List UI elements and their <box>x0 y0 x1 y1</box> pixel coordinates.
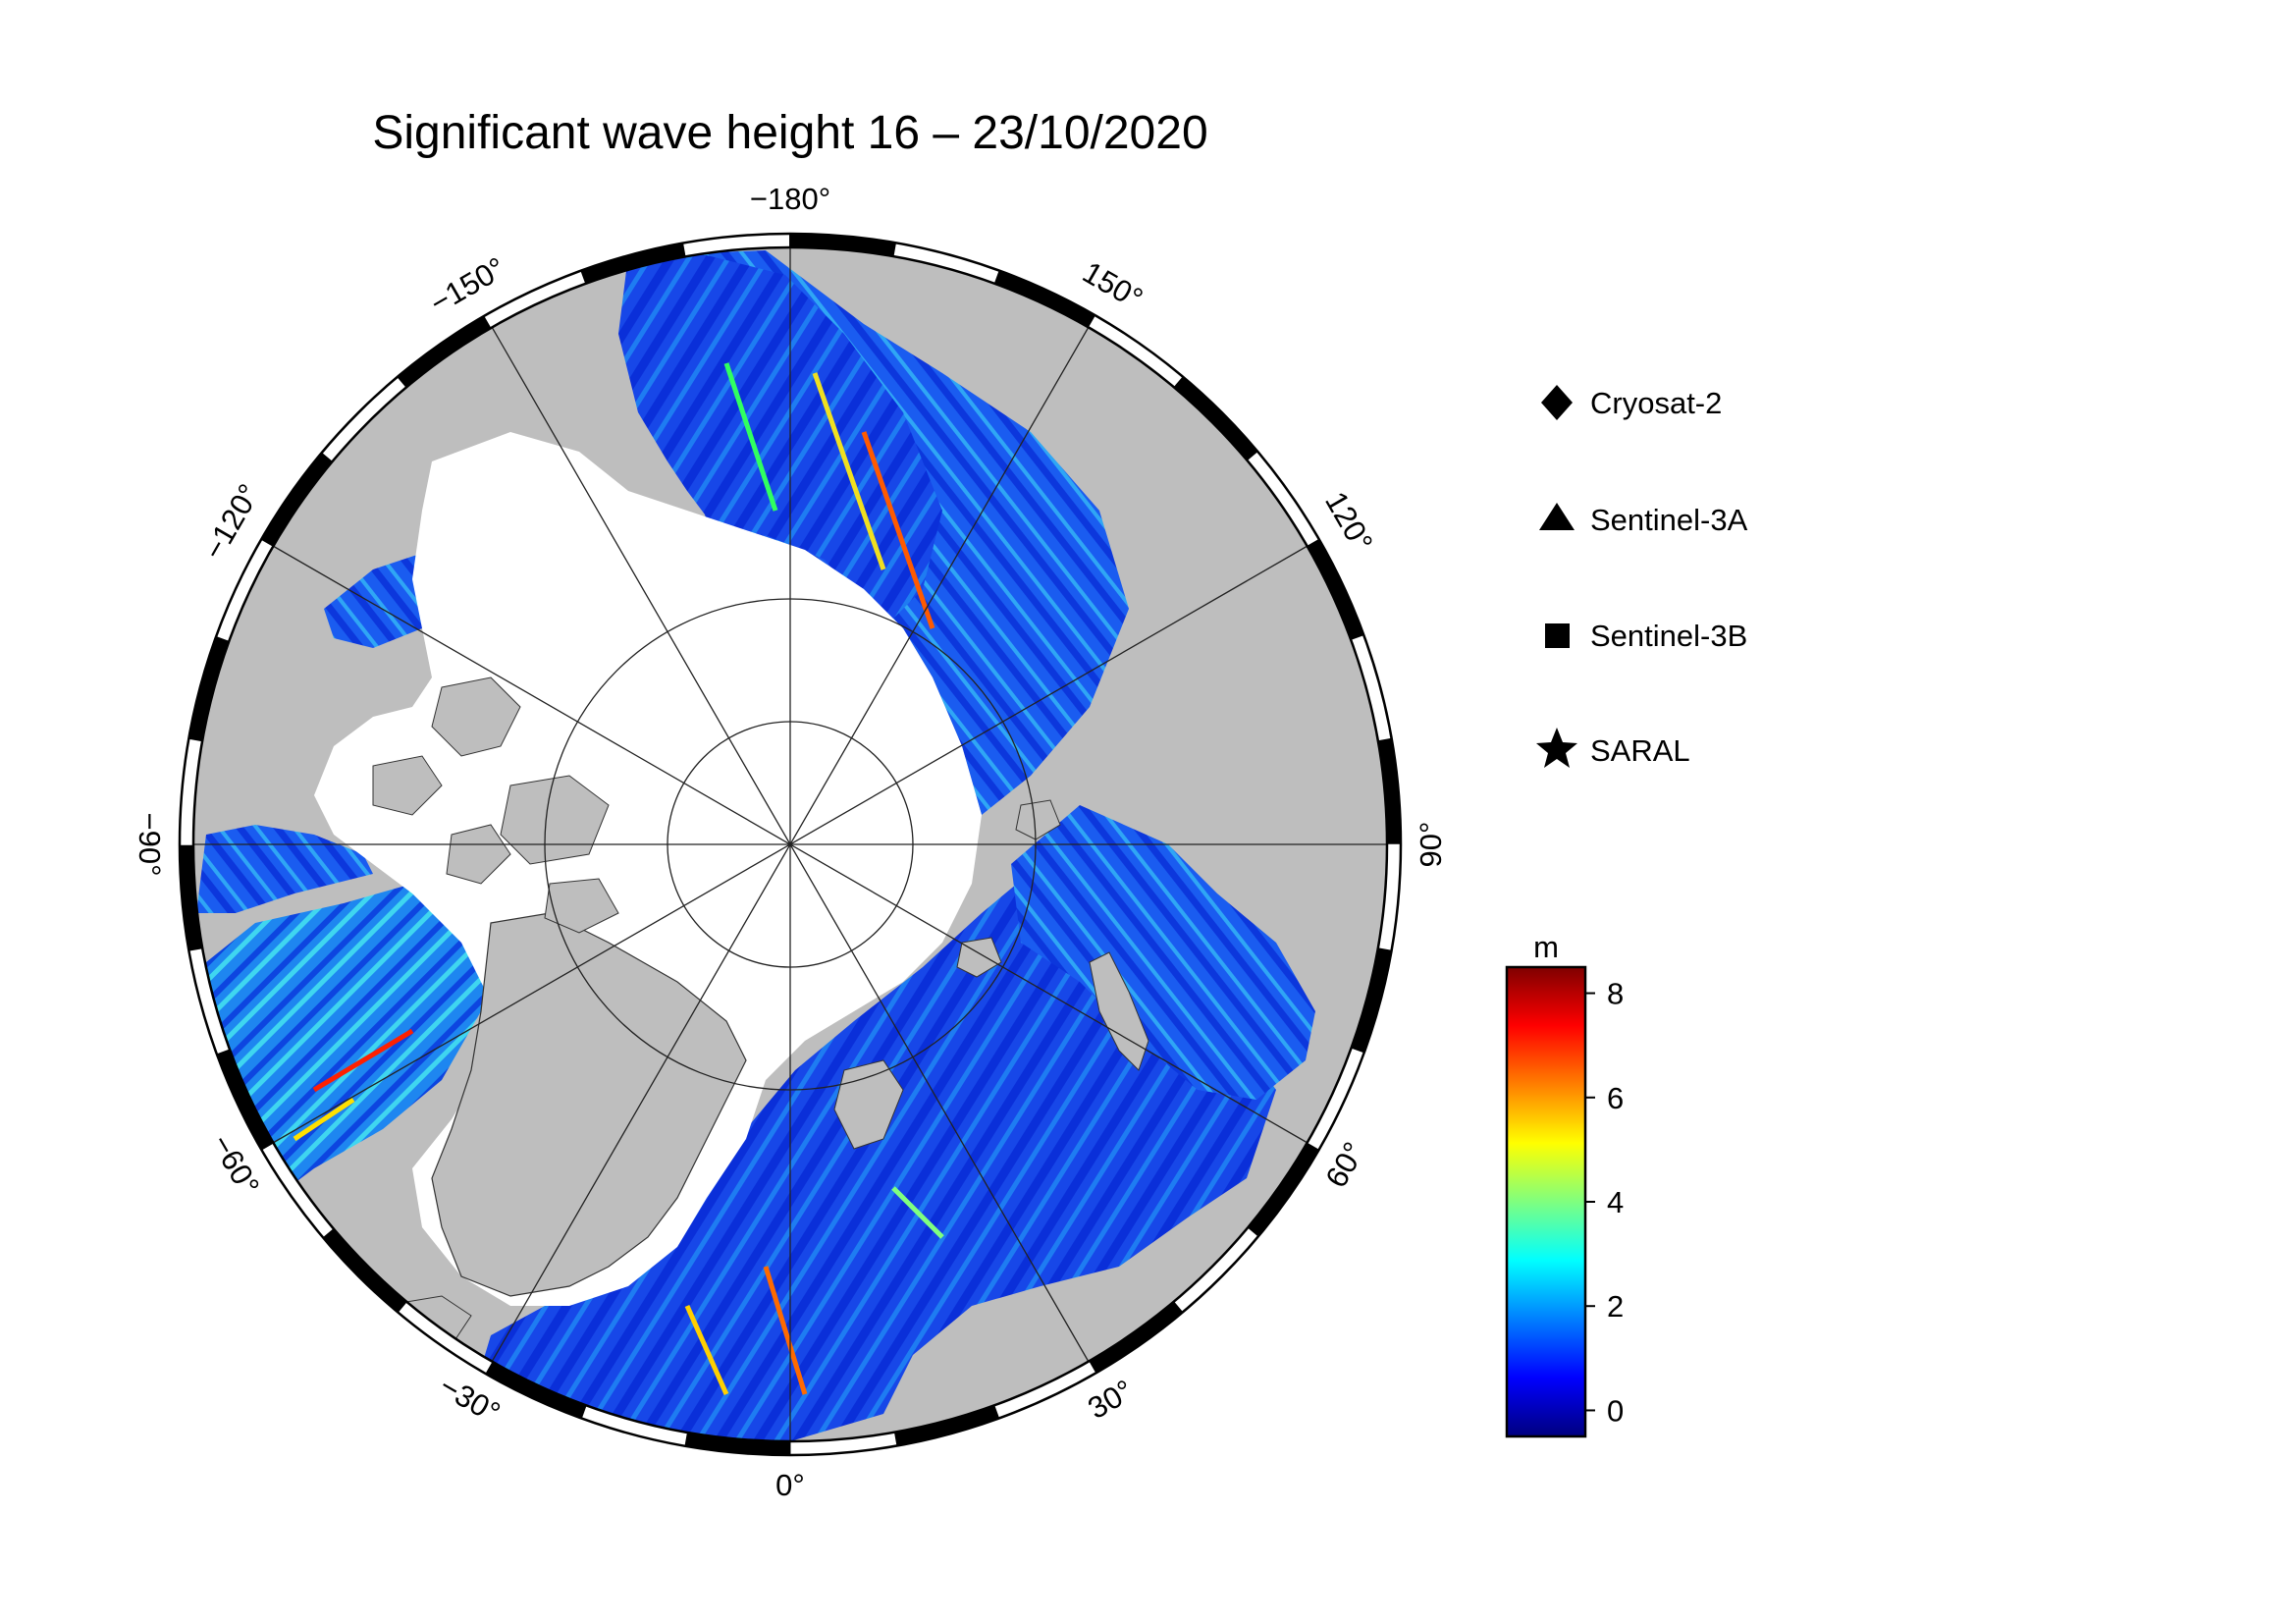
longitude-label: 30° <box>1082 1373 1139 1426</box>
square-icon <box>1545 623 1570 648</box>
longitude-label: 90° <box>1414 822 1448 868</box>
map-disk <box>193 247 1387 1441</box>
canadian-archipelago <box>372 676 619 934</box>
colorbar-tick-label: 0 <box>1607 1393 1624 1428</box>
longitude-label: 120° <box>1318 486 1379 558</box>
colorbar-tick-label: 2 <box>1607 1289 1624 1324</box>
longitude-label: −150° <box>424 250 511 320</box>
triangle-icon <box>1539 503 1575 530</box>
colorbar-ticks: 0 2 4 6 8 <box>1585 977 1624 1428</box>
legend-item-saral: SARAL <box>1536 728 1690 768</box>
high-wave-tracks <box>293 362 944 1396</box>
longitude-label: −180° <box>750 182 830 216</box>
longitude-label: 60° <box>1318 1136 1371 1193</box>
diamond-icon <box>1541 385 1573 420</box>
longitude-label: 0° <box>775 1468 805 1502</box>
chukchi-sea <box>618 255 942 628</box>
graticule <box>193 247 1387 1441</box>
hudson-region <box>196 825 373 913</box>
colorbar-unit: m <box>1533 930 1559 964</box>
colorbar-tick-label: 6 <box>1607 1081 1624 1115</box>
satellite-legend: Cryosat-2 Sentinel-3A Sentinel-3B SARAL <box>1536 385 1748 768</box>
legend-item-sentinel3a: Sentinel-3A <box>1539 503 1748 537</box>
star-icon <box>1536 728 1577 768</box>
longitude-label: 150° <box>1077 255 1148 316</box>
barents-sea <box>1011 805 1315 1100</box>
legend-label-sentinel3b: Sentinel-3B <box>1590 619 1747 653</box>
longitude-label: −90° <box>133 813 167 877</box>
legend-item-sentinel3b: Sentinel-3B <box>1545 619 1747 653</box>
legend-label-saral: SARAL <box>1590 733 1690 768</box>
legend-label-cryosat: Cryosat-2 <box>1590 386 1722 420</box>
greenland <box>431 912 747 1297</box>
colorbar-tick-label: 8 <box>1607 977 1624 1011</box>
longitude-label: −120° <box>196 478 266 566</box>
colorbar-tick-label: 4 <box>1607 1185 1624 1219</box>
map-frame <box>178 232 1403 1457</box>
legend-label-sentinel3a: Sentinel-3A <box>1590 503 1748 537</box>
colorbar: m 0 2 4 6 8 <box>1505 930 1624 1438</box>
map-title: Significant wave height 16 – 23/10/2020 <box>372 107 1208 159</box>
legend-item-cryosat: Cryosat-2 <box>1541 385 1722 420</box>
colorbar-gradient <box>1505 965 1587 1438</box>
